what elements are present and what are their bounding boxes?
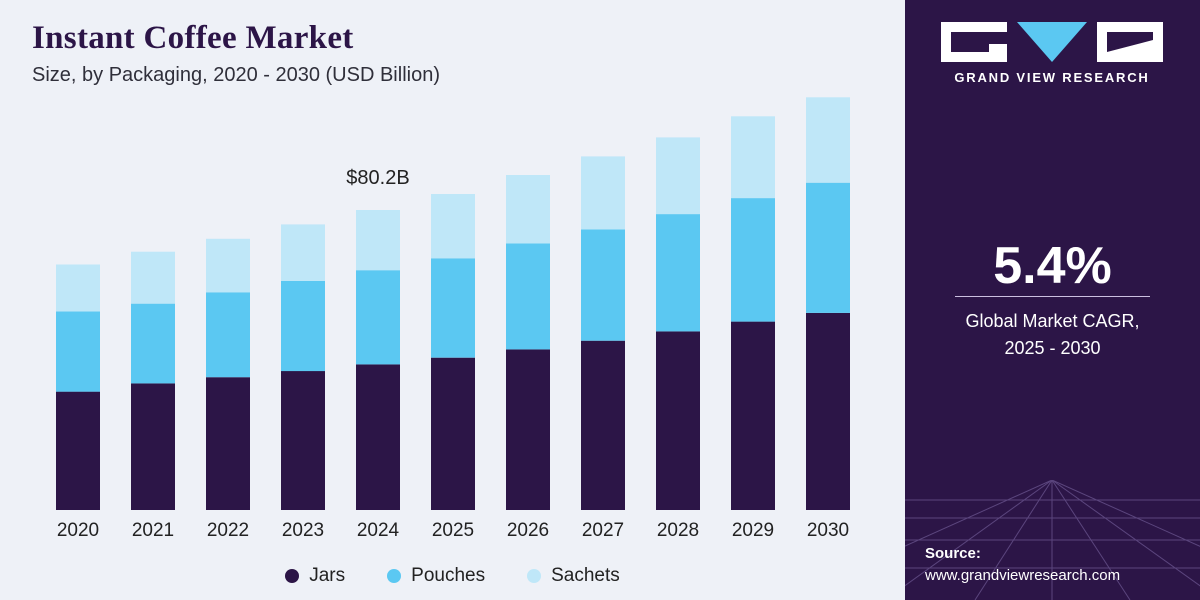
bar-sachets-2027 (581, 156, 625, 230)
chart-legend: Jars Pouches Sachets (0, 562, 905, 590)
chart-title: Instant Coffee Market (32, 20, 354, 56)
bar-sachets-2025 (431, 194, 475, 259)
x-tick-label-2025: 2025 (432, 520, 474, 541)
brand-name: GRAND VIEW RESEARCH (954, 70, 1150, 85)
bar-sachets-2022 (206, 238, 250, 293)
bar-jars-2030 (806, 312, 850, 510)
bar-jars-2020 (56, 391, 100, 510)
x-tick-label-2023: 2023 (282, 520, 324, 541)
x-tick-label-2027: 2027 (582, 520, 624, 541)
x-tick-label-2028: 2028 (657, 520, 699, 541)
bar-sachets-2026 (506, 175, 550, 244)
legend-item-pouches: Pouches (387, 562, 485, 590)
legend-swatch-pouches (387, 569, 402, 583)
bar-pouches-2020 (56, 311, 100, 392)
bar-sachets-2020 (56, 264, 100, 312)
cagr-divider (955, 296, 1150, 297)
data-label-2024: $80.2B (346, 167, 409, 189)
bar-jars-2021 (131, 383, 175, 510)
bar-jars-2024 (356, 364, 400, 510)
bar-pouches-2025 (431, 258, 475, 358)
source-label: Source: (925, 545, 981, 562)
summary-panel: GRAND VIEW RESEARCH 5.4% Global Market C… (905, 0, 1200, 600)
x-tick-label-2026: 2026 (507, 520, 549, 541)
brand-logo: GRAND VIEW RESEARCH (941, 22, 1163, 85)
perspective-grid-decoration (905, 480, 1200, 600)
stacked-bar-chart: 2020 2021 2022 2023 2024 $80.2B 2025 2026 2027 20… (56, 97, 850, 541)
x-tick-label-2021: 2021 (132, 520, 174, 541)
cagr-label-line2: 2025 - 2030 (1004, 338, 1101, 358)
chart-panel: Instant Coffee Market Size, by Packaging… (0, 20, 905, 590)
legend-label-sachets: Sachets (551, 565, 620, 586)
source-url[interactable]: www.grandviewresearch.com (925, 567, 1121, 584)
x-tick-label-2029: 2029 (732, 520, 774, 541)
logo-graphic-icon (941, 22, 1163, 62)
bar-sachets-2021 (131, 251, 175, 304)
bar-jars-2022 (206, 377, 250, 510)
bar-jars-2023 (281, 371, 325, 510)
x-tick-label-2030: 2030 (807, 520, 849, 541)
bar-pouches-2026 (506, 243, 550, 350)
bar-pouches-2027 (581, 229, 625, 341)
cagr-label: Global Market CAGR, 2025 - 2030 (905, 308, 1200, 362)
bar-jars-2026 (506, 349, 550, 510)
bar-pouches-2021 (131, 303, 175, 384)
chart-subtitle: Size, by Packaging, 2020 - 2030 (USD Bil… (32, 64, 440, 86)
bar-pouches-2030 (806, 182, 850, 313)
x-tick-label-2022: 2022 (207, 520, 249, 541)
brand-logo-mark (941, 22, 1163, 62)
legend-swatch-sachets (527, 569, 542, 583)
bar-sachets-2028 (656, 137, 700, 215)
bar-sachets-2029 (731, 116, 775, 199)
bar-jars-2025 (431, 357, 475, 510)
cagr-value: 5.4% (993, 237, 1112, 295)
cagr-label-line1: Global Market CAGR, (965, 311, 1140, 331)
bar-jars-2028 (656, 331, 700, 510)
legend-label-pouches: Pouches (411, 565, 486, 586)
bar-pouches-2028 (656, 214, 700, 332)
legend-swatch-jars (285, 569, 300, 583)
x-tick-label-2024: 2024 (357, 520, 400, 541)
source-note: Source: www.grandviewresearch.com (925, 543, 1120, 587)
bar-pouches-2023 (281, 281, 325, 372)
bar-jars-2027 (581, 340, 625, 510)
bar-jars-2029 (731, 321, 775, 510)
bar-pouches-2029 (731, 198, 775, 322)
bar-pouches-2024 (356, 270, 400, 365)
bar-sachets-2024 (356, 210, 400, 271)
bar-pouches-2022 (206, 292, 250, 378)
bar-sachets-2023 (281, 224, 325, 281)
x-tick-label-2020: 2020 (57, 520, 99, 541)
legend-item-sachets: Sachets (527, 562, 620, 590)
legend-item-jars: Jars (285, 562, 345, 590)
bar-sachets-2030 (806, 97, 850, 183)
legend-label-jars: Jars (309, 565, 346, 586)
